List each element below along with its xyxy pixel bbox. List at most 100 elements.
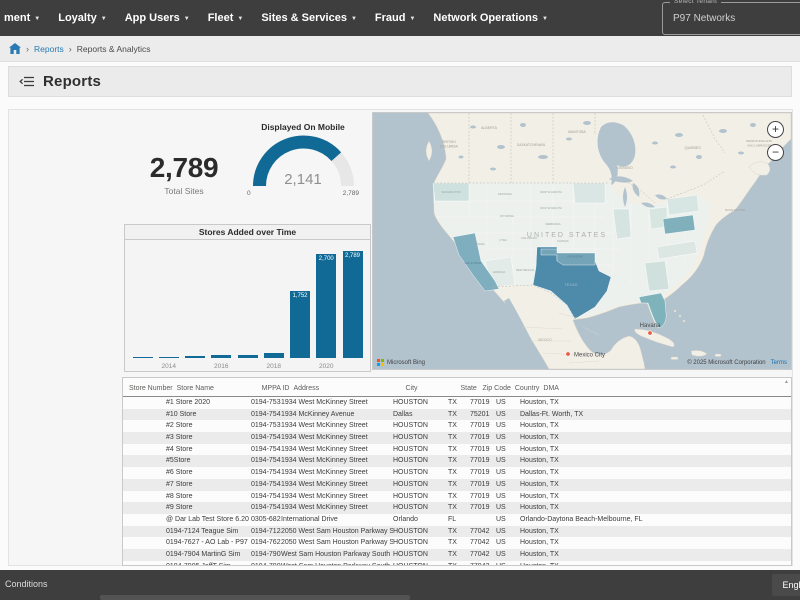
gauge-displayed-on-mobile[interactable]: Displayed On Mobile 2,141 0 2,789 [243,122,363,197]
table-cell: HOUSTON [393,455,448,467]
table-cell: 0194-7543 [251,467,281,479]
home-icon[interactable] [9,43,21,54]
table-cell: West Sam Houston Parkway South [281,549,393,561]
kpi-total-sites[interactable]: 2,789 Total Sites [114,152,254,196]
table-body: #1 Store 20200194-75381934 West McKinney… [123,397,791,566]
bar-2019[interactable]: 1,752 [290,291,310,358]
footer-conditions-link[interactable]: Conditions [5,579,48,589]
north-america-map[interactable]: BRITISHCOLUMBIAALBERTASASKATCHEWANMANITO… [373,113,791,369]
nav-item-fleet[interactable]: Fleet▼ [199,12,253,24]
table-cell: Houston, TX [520,526,791,538]
table-cell: 0194-7544 [251,479,281,491]
table-row[interactable]: @ Dar Lab Test Store 6.200305-6821Intern… [123,514,791,526]
breadcrumb-separator: › [26,44,29,54]
breadcrumb-link-reports[interactable]: Reports [34,44,64,54]
map-terms-link[interactable]: Terms [771,360,787,366]
table-cell: #6 Store [166,467,251,479]
marker-havana[interactable] [648,331,652,335]
map-zoom-out-button[interactable]: − [767,144,784,161]
table-cell [129,526,166,538]
language-selector-button[interactable]: English [772,574,800,596]
table-cell: TX [448,537,470,549]
nav-item-ment[interactable]: ment▼ [1,12,49,24]
column-header-dma[interactable]: DMA [543,385,791,392]
table-row[interactable]: #9 Store0194-75461934 West McKinney Stre… [123,502,791,514]
table-row[interactable]: #6 Store0194-75431934 West McKinney Stre… [123,467,791,479]
table-cell: TX [448,526,470,538]
column-header-country[interactable]: Country [515,385,544,392]
bar-2014[interactable] [159,357,179,358]
app-window: ment▼Loyalty▼App Users▼Fleet▼Sites & Ser… [0,0,800,600]
nav-item-app-users[interactable]: App Users▼ [116,12,199,24]
table-cell: #3 Store [166,432,251,444]
x-tick-label [340,363,365,370]
table-row[interactable]: #7 Store0194-75441934 West McKinney Stre… [123,479,791,491]
bar-2020[interactable]: 2,700 [316,254,336,358]
bar-2017[interactable] [238,355,258,358]
bar-data-label: 2,700 [312,256,340,262]
column-header-city[interactable]: City [405,385,460,392]
table-cell: 1934 West McKinney Street [281,455,393,467]
chart-stores-added-over-time[interactable]: Stores Added over Time 1,7522,7002,789 2… [124,224,371,372]
column-header-zip-code[interactable]: Zip Code [482,385,514,392]
table-cell: 1934 West McKinney Street [281,432,393,444]
table-row[interactable]: 0194-7124 Teague Sim0194-71242050 West S… [123,526,791,538]
table-row[interactable]: #2 Store0194-75391934 West McKinney Stre… [123,420,791,432]
table-cell: #10 Store [166,409,251,421]
table-cell: US [496,491,520,503]
chart-title: Stores Added over Time [125,225,370,240]
nav-item-loyalty[interactable]: Loyalty▼ [49,12,115,24]
table-cell: Houston, TX [520,397,791,409]
nav-item-sites-services[interactable]: Sites & Services▼ [252,12,366,24]
map-label: NEW MEXICO [516,268,535,272]
map-label: WYOMING [500,214,514,218]
map-label: NEVADA [473,242,484,246]
table-cell: 75201 [470,409,496,421]
gauge-min: 0 [247,190,251,197]
column-header-store-number[interactable]: Store Number [129,385,177,392]
column-header-address[interactable]: Address [293,385,405,392]
table-row[interactable]: 0194-7627 - AO Lab - P970194-76272050 We… [123,537,791,549]
nav-item-fraud[interactable]: Fraud▼ [366,12,425,24]
marker-mexico-city[interactable] [566,352,570,356]
x-tick-label [183,363,208,370]
map-label: Mexico City [574,353,605,359]
table-cell: HOUSTON [393,467,448,479]
table-row[interactable]: #8 Store0194-75451934 West McKinney Stre… [123,491,791,503]
column-header-store-name[interactable]: Store Name [177,385,262,392]
x-tick-label: 2014 [156,363,181,370]
stores-table[interactable]: Store NumberStore NameMPPA IDAddressCity… [122,377,792,566]
table-row[interactable]: #10 Store0194-75471934 McKinney AvenueDa… [123,409,791,421]
map-zoom-in-button[interactable]: + [767,121,784,138]
map-label: TEXAS [564,282,577,287]
tenant-select[interactable]: Select Tenant P97 Networks [662,2,800,35]
map-label: ARIZONA [493,270,506,274]
bar-2015[interactable] [185,356,205,358]
x-tick-label: 2018 [261,363,286,370]
map-label: NORTH DAKOTA [540,190,562,194]
column-header-state[interactable]: State [460,385,482,392]
table-cell: US [496,432,520,444]
map-label: UTAH [499,238,506,242]
table-row[interactable]: #5Store0194-75421934 West McKinney Stree… [123,455,791,467]
nav-item-network-operations[interactable]: Network Operations▼ [424,12,556,24]
table-row[interactable]: #4 Store0194-75411934 West McKinney Stre… [123,444,791,456]
bar-2013[interactable] [133,357,153,358]
table-scroll-up-icon[interactable]: ▲ [784,380,789,385]
horizontal-scrollbar-thumb[interactable] [100,595,410,600]
map-visual[interactable]: BRITISHCOLUMBIAALBERTASASKATCHEWANMANITO… [372,112,792,370]
table-row[interactable]: 0194-7904 MartinG Sim0194-7904West Sam H… [123,549,791,561]
jamaica-island [671,357,678,360]
column-header-mppa-id[interactable]: MPPA ID [262,385,294,392]
table-row[interactable]: #1 Store 20200194-75381934 West McKinney… [123,397,791,409]
table-cell: 0194-7538 [251,397,281,409]
menu-collapse-icon[interactable] [19,76,34,87]
bar-2018[interactable] [264,353,284,358]
map-label: ALBERTA [481,126,498,130]
table-cell: HOUSTON [393,432,448,444]
bar-2016[interactable] [211,355,231,358]
table-row[interactable]: #3 Store0194-75401934 West McKinney Stre… [123,432,791,444]
bar-2021[interactable]: 2,789 [343,251,363,358]
bar-series: 1,7522,7002,789 [130,251,365,358]
table-cell [129,491,166,503]
